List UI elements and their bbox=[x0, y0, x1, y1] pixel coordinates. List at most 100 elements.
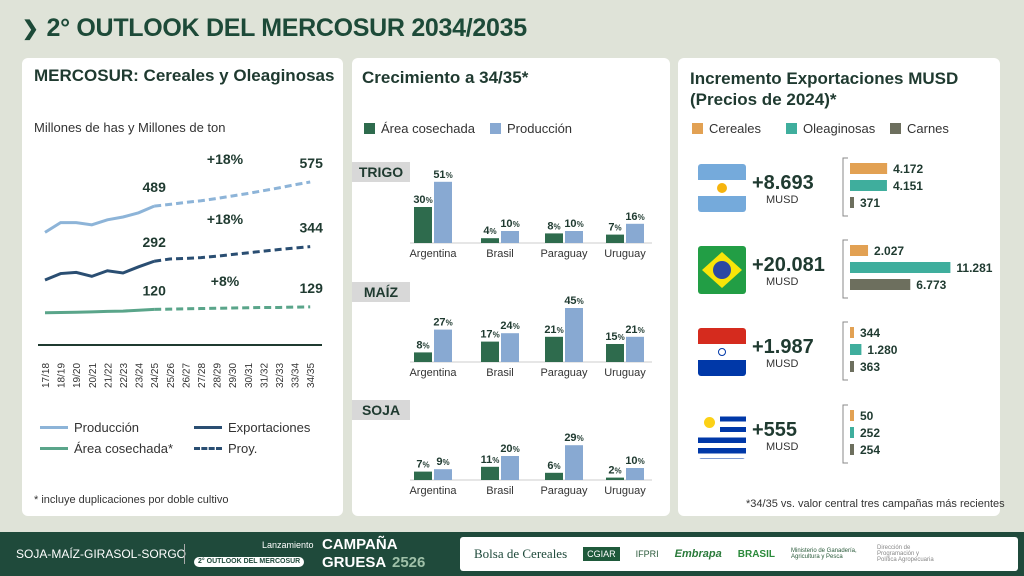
bar-produccion bbox=[626, 336, 644, 362]
unit-label: MUSD bbox=[766, 358, 799, 370]
bar-produccion bbox=[565, 231, 583, 243]
x-tick-label: 17/18 bbox=[41, 363, 52, 388]
export-total-argentina: +8.693 bbox=[752, 172, 814, 194]
legend-carnes: Carnes bbox=[907, 121, 949, 136]
export-total-brasil: +20.081 bbox=[752, 254, 825, 276]
logo-mgap: Ministerio de Ganadería, Agricultura y P… bbox=[790, 548, 857, 560]
x-tick-label: 19/20 bbox=[72, 363, 83, 388]
flag-paraguay-icon bbox=[698, 328, 746, 376]
x-tick-label: 28/29 bbox=[213, 363, 224, 388]
bar-area bbox=[414, 352, 432, 362]
bar-produccion bbox=[626, 223, 644, 243]
x-tick-label: 33/34 bbox=[291, 363, 302, 388]
category-label: Uruguay bbox=[604, 248, 646, 260]
legend-proy: Proy. bbox=[228, 441, 258, 456]
x-tick-label: 26/27 bbox=[181, 363, 192, 388]
legend-swatch-produccion bbox=[490, 123, 501, 134]
category-label: Brasil bbox=[486, 367, 514, 379]
bar-value-label: 10% bbox=[564, 218, 583, 230]
series-line-actual bbox=[44, 259, 155, 282]
bar-value-label: 4% bbox=[483, 225, 496, 237]
x-tick-label: 32/33 bbox=[275, 363, 286, 388]
footer-crops: SOJA-MAÍZ-GIRASOL-SORGO bbox=[16, 547, 187, 561]
data-label: 575 bbox=[300, 155, 324, 171]
bar-value-label: 2% bbox=[608, 465, 621, 477]
section-label-soja: SOJA bbox=[352, 400, 410, 420]
x-tick-label: 21/22 bbox=[103, 363, 114, 388]
x-tick-label: 30/31 bbox=[244, 363, 255, 388]
bar-value-label: 11% bbox=[481, 454, 500, 466]
bar-area bbox=[545, 336, 563, 362]
legend-swatch-area bbox=[40, 447, 68, 450]
bar-value-label: 6% bbox=[547, 460, 560, 472]
bar-area bbox=[414, 207, 432, 243]
x-tick-label: 24/25 bbox=[150, 363, 161, 388]
logo-embrapa: Embrapa bbox=[674, 548, 722, 560]
x-tick-label: 23/24 bbox=[135, 363, 146, 388]
category-label: Brasil bbox=[486, 248, 514, 260]
data-label: 344 bbox=[300, 220, 324, 236]
export-total-paraguay: +1.987 bbox=[752, 336, 814, 358]
legend-produccion: Producción bbox=[74, 420, 140, 435]
bar-value-label: 10% bbox=[625, 455, 644, 467]
category-label: Paraguay bbox=[540, 485, 588, 497]
legend-cereales: Cereales bbox=[709, 121, 762, 136]
bar-value-label: 20% bbox=[500, 443, 519, 455]
bar-produccion bbox=[434, 469, 452, 480]
series-line-projection bbox=[154, 180, 311, 208]
change-label: +18% bbox=[207, 211, 244, 227]
footer-lanzamiento: Lanzamiento bbox=[262, 540, 314, 550]
bar-produccion bbox=[565, 308, 583, 362]
bar-produccion bbox=[434, 329, 452, 362]
change-label: +8% bbox=[211, 273, 240, 289]
unit-label: MUSD bbox=[766, 276, 799, 288]
flag-uruguay-icon bbox=[698, 411, 746, 459]
flag-brasil-icon bbox=[698, 246, 746, 294]
series-line-actual bbox=[44, 307, 155, 315]
page-title: ❯ 2° OUTLOOK DEL MERCOSUR 2034/2035 bbox=[22, 14, 527, 42]
logo-cgiar: CGIAR bbox=[583, 547, 620, 561]
panel-title: MERCOSUR: Cereales y Oleaginosas bbox=[34, 66, 335, 85]
bar-value-label: 8% bbox=[547, 220, 560, 232]
x-tick-label: 29/30 bbox=[228, 363, 239, 388]
x-tick-label: 20/21 bbox=[88, 363, 99, 388]
bar-value-label: 8% bbox=[416, 339, 429, 351]
sponsor-logos: Bolsa de Cereales CGIAR IFPRI Embrapa BR… bbox=[460, 537, 1018, 571]
section-label-maiz: MAÍZ bbox=[352, 282, 410, 302]
category-label: Argentina bbox=[409, 248, 457, 260]
legend-area: Área cosechada bbox=[381, 121, 475, 136]
bar-value-label: 24% bbox=[500, 320, 519, 332]
bar-area bbox=[481, 341, 499, 362]
bar-chart: 30% 51% Argentina 4% 10% Brasil 8% 10% Paraguay 7… bbox=[409, 169, 652, 497]
series-line-actual bbox=[44, 204, 155, 234]
x-tick-label: 34/35 bbox=[306, 363, 317, 388]
panel-title-line1: Incremento Exportaciones MUSD bbox=[690, 69, 959, 88]
legend-exportaciones: Exportaciones bbox=[228, 420, 311, 435]
category-label: Paraguay bbox=[540, 248, 588, 260]
bar-produccion bbox=[434, 181, 452, 243]
legend-area: Área cosechada* bbox=[74, 441, 174, 456]
bar-produccion bbox=[501, 231, 519, 243]
footer-outlook-badge: 2° OUTLOOK DEL MERCOSUR bbox=[194, 557, 305, 567]
x-tick-label: 27/28 bbox=[197, 363, 208, 388]
x-tick-label: 31/32 bbox=[259, 363, 270, 388]
panel-title-line2: (Precios de 2024)* bbox=[690, 90, 837, 109]
bar-value-label: 7% bbox=[608, 222, 621, 234]
footer-year: 2526 bbox=[392, 554, 426, 571]
bar-value-label: 21% bbox=[544, 324, 563, 336]
x-tick-label: 18/19 bbox=[57, 363, 68, 388]
legend-swatch-area bbox=[364, 123, 375, 134]
footer: SOJA-MAÍZ-GIRASOL-SORGO Lanzamiento CAMP… bbox=[0, 532, 1024, 576]
bar-area bbox=[545, 233, 563, 243]
bar-value-label: 17% bbox=[480, 329, 499, 341]
bar-area bbox=[481, 466, 499, 480]
legend-swatch-proy bbox=[194, 447, 222, 450]
legend-swatch-cereales bbox=[692, 123, 703, 134]
bar-produccion bbox=[626, 468, 644, 480]
bar-value-label: 21% bbox=[625, 324, 644, 336]
bar-area bbox=[606, 234, 624, 243]
bar-area bbox=[606, 477, 624, 480]
unit-label: MUSD bbox=[766, 441, 799, 453]
data-label: 292 bbox=[143, 234, 167, 250]
chevron-icon: ❯ bbox=[22, 18, 39, 40]
